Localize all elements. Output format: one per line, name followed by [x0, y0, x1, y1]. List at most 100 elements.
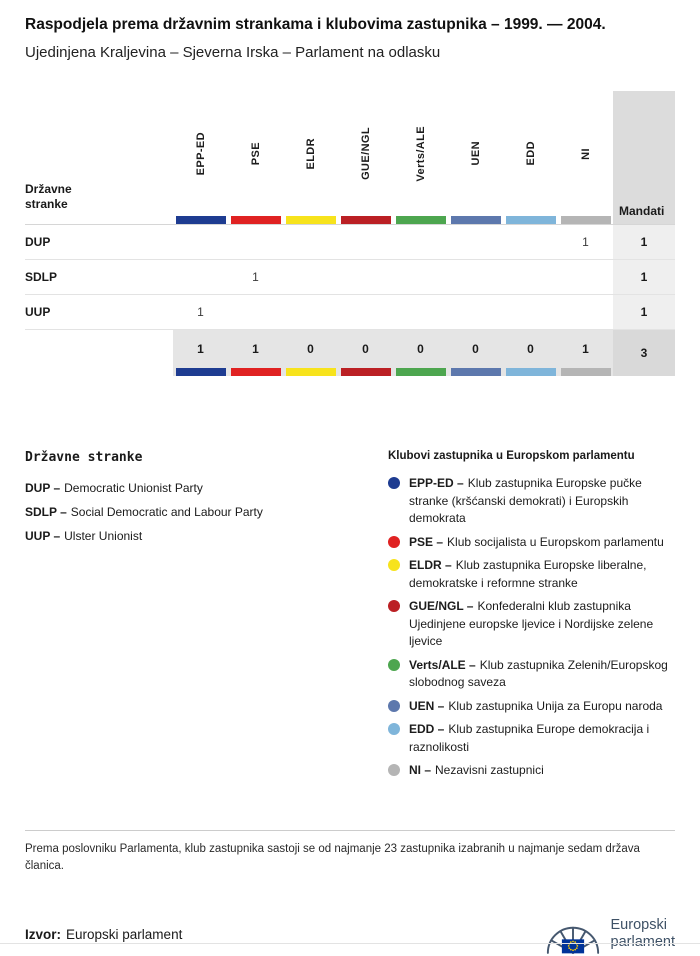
- column-label: UEN: [469, 141, 482, 166]
- seat-cell: 1: [197, 305, 204, 319]
- source-label: Izvor:: [25, 926, 62, 942]
- legends: Državne stranke DUP – Democratic Unionist…: [25, 450, 675, 786]
- group-color-dot: [388, 723, 400, 735]
- seat-cell: [448, 295, 503, 329]
- column-label: EDD: [524, 141, 537, 166]
- total-value: 0: [362, 342, 369, 356]
- vertical-label-wrap: Verts/ALE: [393, 91, 448, 216]
- seat-cell: [558, 295, 613, 329]
- party-full-name: Ulster Unionist: [64, 529, 143, 543]
- group-description: NI – Nezavisni zastupnici: [409, 763, 544, 777]
- column-label: GUE/NGL: [359, 127, 372, 180]
- group-color-bar: [230, 368, 281, 376]
- page-title: Raspodjela prema državnim strankama i kl…: [25, 16, 606, 33]
- page-subtitle: Ujedinjena Kraljevina – Sjeverna Irska –…: [25, 44, 441, 61]
- list-item: NI – Nezavisni zastupnici: [388, 762, 675, 780]
- group-description: PSE – Klub socijalista u Europskom parlam…: [409, 534, 664, 549]
- group-description: ELDR – Klub zastupnika Europske liberalne…: [409, 558, 647, 590]
- group-color-dot: [388, 764, 400, 776]
- legend-parties-title: Državne stranke: [25, 450, 143, 465]
- group-description: GUE/NGL – Konfederalni klub zastupnika Uj…: [409, 599, 654, 648]
- column-header-ni: NI: [558, 91, 613, 224]
- total-seat-cell: 1: [228, 330, 283, 376]
- group-color-bar: [395, 216, 446, 224]
- group-color-bar: [505, 216, 556, 224]
- total-seat-cell: 0: [393, 330, 448, 376]
- total-seat-cell: 1: [173, 330, 228, 376]
- seat-cell: [228, 295, 283, 329]
- seat-cell: 1: [582, 235, 589, 249]
- total-value: 1: [252, 342, 259, 356]
- seat-cell: [338, 225, 393, 259]
- party-abbr: DUP –: [25, 481, 61, 495]
- logo-line2: parlament: [610, 934, 675, 950]
- vertical-label-wrap: NI: [558, 91, 613, 216]
- seat-cell: [558, 260, 613, 294]
- vertical-label-wrap: GUE/NGL: [338, 91, 393, 216]
- group-color-bar: [505, 368, 556, 376]
- vertical-label-wrap: ELDR: [283, 91, 338, 216]
- table-row-dup: DUP 1 1: [25, 225, 675, 260]
- table-row-uup: UUP 1 1: [25, 295, 675, 330]
- total-value: 0: [417, 342, 424, 356]
- column-header-uen: UEN: [448, 91, 503, 224]
- seat-cell: [338, 295, 393, 329]
- group-color-bar: [340, 368, 391, 376]
- row-header-cell: Državne stranke: [25, 91, 173, 224]
- footnote: Prema poslovniku Parlamenta, klub zastup…: [25, 829, 675, 875]
- mandates-cell: 1: [613, 260, 675, 294]
- vertical-label-wrap: PSE: [228, 91, 283, 216]
- list-item: EDD – Klub zastupnika Europe demokracija …: [388, 721, 675, 756]
- mandates-cell: 1: [613, 225, 675, 259]
- seat-cell: [393, 260, 448, 294]
- list-item: PSE – Klub socijalista u Europskom parlam…: [388, 534, 675, 552]
- legend-groups-title: Klubovi zastupnika u Europskom parlament…: [388, 450, 635, 462]
- seat-cell: 1: [252, 270, 259, 284]
- seat-cell: [448, 260, 503, 294]
- seat-cell: [448, 225, 503, 259]
- party-full-name: Democratic Unionist Party: [64, 481, 203, 495]
- mandates-header-label: Mandati: [619, 204, 665, 218]
- group-color-dot: [388, 535, 400, 548]
- column-header-eldr: ELDR: [283, 91, 338, 224]
- group-color-bar: [230, 216, 281, 224]
- party-name: UUP: [25, 305, 51, 319]
- hemicycle-icon: [546, 926, 599, 954]
- column-label: PSE: [249, 141, 262, 166]
- group-color-bar: [175, 368, 226, 376]
- row-header-label: Državne stranke: [25, 182, 72, 211]
- list-item: Verts/ALE – Klub zastupnika Zelenih/Europ…: [388, 657, 675, 692]
- seat-cell: [283, 260, 338, 294]
- group-color-bar: [560, 368, 611, 376]
- european-parliament-logo: Europski parlament: [544, 913, 675, 956]
- column-label: NI: [579, 147, 592, 160]
- legend-parties: Državne stranke DUP – Democratic Unionist…: [25, 450, 388, 786]
- party-name: DUP: [25, 235, 51, 249]
- party-name: SDLP: [25, 270, 58, 284]
- group-description: EDD – Klub zastupnika Europe demokracija …: [409, 722, 650, 754]
- logo-wordmark: Europski parlament: [611, 917, 675, 951]
- table-header-row: Državne stranke EPP-ED PSE ELDR GUE/NGL …: [25, 91, 675, 225]
- column-label: Verts/ALE: [414, 125, 427, 182]
- list-item: UEN – Klub zastupnika Unija za Europu nar…: [388, 698, 675, 716]
- seats-table: Državne stranke EPP-ED PSE ELDR GUE/NGL …: [25, 91, 675, 376]
- list-item: SDLP – Social Democratic and Labour Party: [25, 505, 388, 519]
- total-value: 0: [307, 342, 314, 356]
- group-color-dot: [388, 477, 400, 489]
- column-label: ELDR: [304, 137, 317, 170]
- column-header-edd: EDD: [503, 91, 558, 224]
- seat-cell: [503, 295, 558, 329]
- seat-cell: [393, 295, 448, 329]
- group-color-bar: [175, 216, 226, 224]
- logo-line1: Europski: [610, 917, 667, 933]
- bottom-divider: [0, 943, 700, 944]
- group-color-bar: [395, 368, 446, 376]
- source-value: Europski parlament: [66, 926, 183, 942]
- list-item: DUP – Democratic Unionist Party: [25, 481, 388, 495]
- total-seat-cell: 1: [558, 330, 613, 376]
- seat-cell: [283, 225, 338, 259]
- group-color-dot: [388, 559, 400, 571]
- source-row: Izvor: Europski parlament: [25, 913, 675, 956]
- seat-cell: [393, 225, 448, 259]
